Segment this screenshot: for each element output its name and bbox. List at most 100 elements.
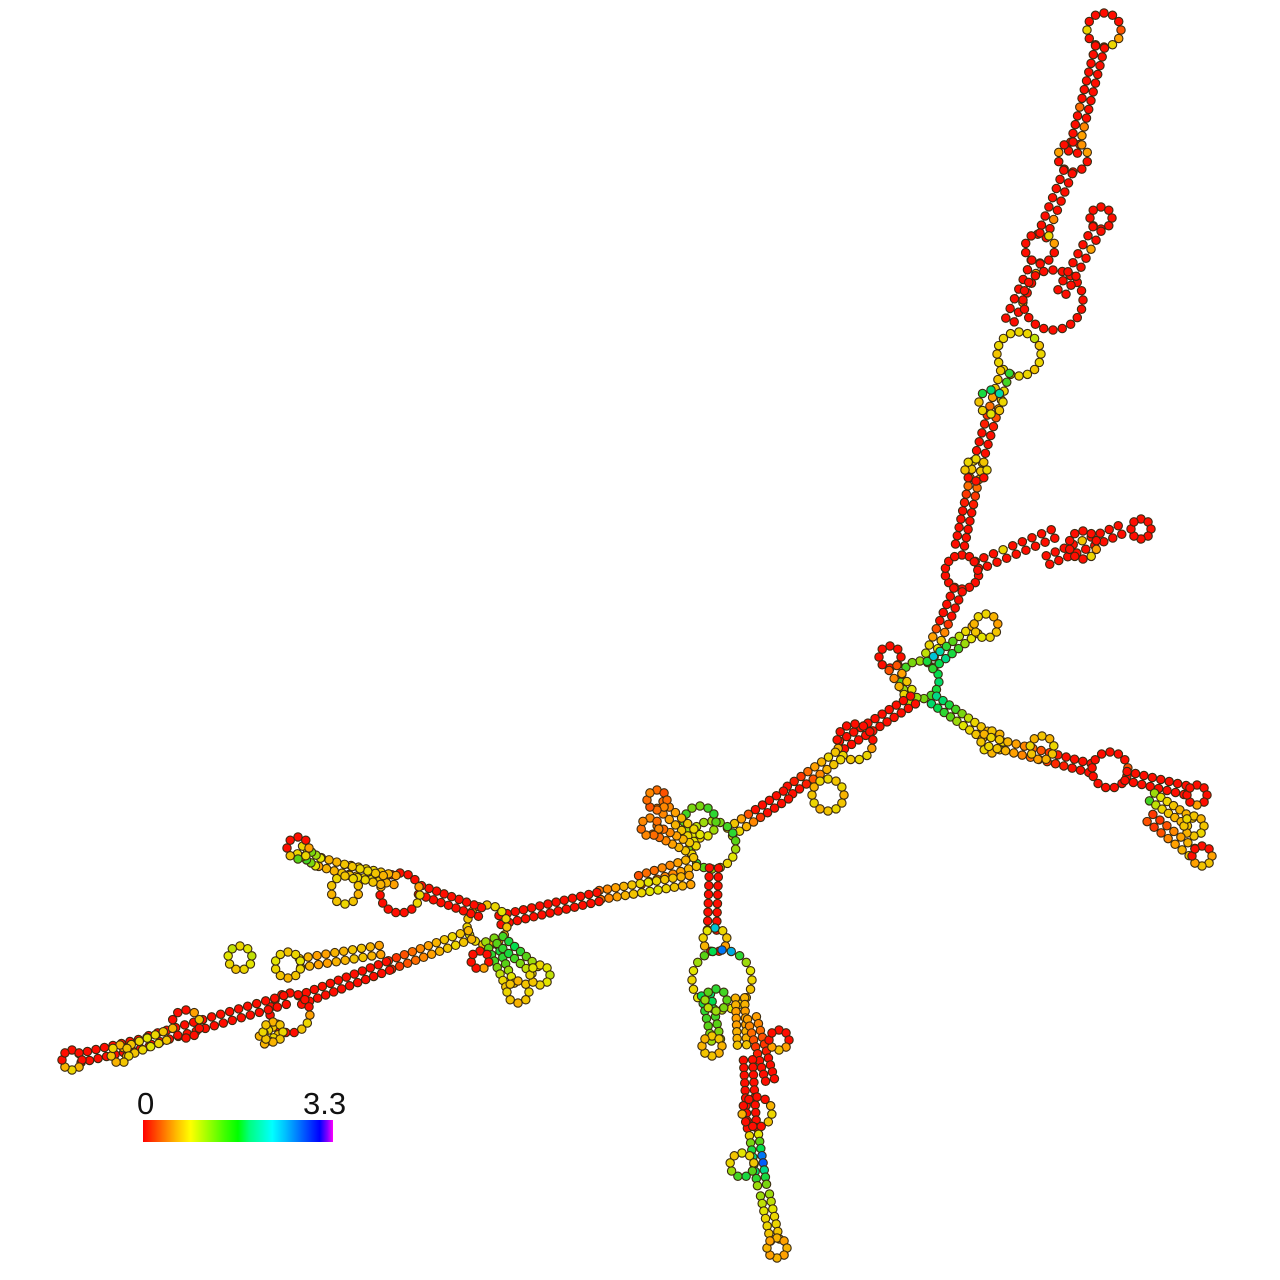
nucleotide — [418, 952, 429, 963]
nucleotide — [994, 388, 1005, 399]
nucleotide — [760, 1094, 770, 1105]
nucleotide — [1162, 785, 1172, 796]
nucleotide — [669, 882, 680, 893]
nucleotide — [206, 1012, 217, 1022]
nucleotide — [1064, 544, 1075, 555]
nucleotide — [935, 646, 945, 657]
nucleotide — [209, 1020, 220, 1031]
nucleotide — [415, 943, 426, 954]
nucleotide — [1082, 147, 1093, 158]
nucleotide — [717, 945, 727, 955]
nucleotide — [324, 855, 334, 865]
nucleotide — [275, 949, 286, 960]
nucleotide — [979, 457, 989, 467]
nucleotide — [285, 851, 295, 861]
nucleotide — [378, 870, 389, 881]
nucleotide — [963, 713, 974, 723]
nucleotide — [1086, 95, 1096, 106]
nucleotide — [312, 993, 323, 1003]
nucleotide — [567, 893, 578, 904]
nucleotide — [884, 704, 894, 715]
nucleotide — [729, 1151, 740, 1161]
nucleotide — [1063, 267, 1073, 277]
nucleotide — [281, 999, 292, 1010]
nucleotide — [1082, 156, 1093, 167]
nucleotide — [707, 946, 718, 957]
nucleotide — [349, 969, 360, 979]
nucleotide — [278, 990, 289, 1001]
nucleotide — [807, 790, 817, 800]
nucleotide — [970, 627, 981, 637]
nucleotide — [245, 959, 256, 969]
nucleotide — [627, 880, 637, 890]
nucleotide — [317, 981, 328, 992]
nucleotide — [875, 721, 885, 732]
nucleotide — [756, 1121, 766, 1132]
nucleotide — [1001, 377, 1012, 387]
nucleotide — [1026, 749, 1037, 759]
nucleotide — [383, 904, 393, 914]
nucleotide — [1170, 787, 1181, 798]
nucleotide — [1007, 540, 1018, 551]
nucleotide — [953, 643, 964, 654]
nucleotide — [1041, 754, 1051, 765]
nucleotide — [649, 865, 660, 876]
nucleotide — [412, 898, 423, 908]
nucleotide — [961, 489, 972, 499]
nucleotide — [954, 522, 964, 533]
nucleotide — [892, 660, 902, 671]
nucleotide — [755, 812, 766, 823]
nucleotide — [891, 700, 902, 710]
nucleotide — [839, 790, 849, 800]
nucleotide — [1147, 772, 1158, 783]
nucleotide — [233, 1004, 244, 1014]
nucleotide — [1156, 828, 1166, 838]
nucleotide — [551, 897, 561, 907]
nucleotide — [1070, 528, 1080, 539]
nucleotide — [711, 817, 721, 827]
nucleotide — [940, 653, 951, 664]
nucleotide — [865, 727, 875, 737]
nucleotide — [1105, 747, 1115, 757]
nucleotide — [673, 858, 683, 868]
nucleotide — [439, 934, 450, 945]
nucleotide — [309, 984, 320, 995]
nucleotide — [1086, 551, 1096, 562]
nucleotide — [1030, 319, 1041, 330]
nucleotide — [332, 896, 342, 907]
nucleotide — [1044, 734, 1055, 744]
nucleotide — [1088, 87, 1098, 97]
nucleotide — [809, 782, 819, 792]
nucleotide — [986, 732, 996, 743]
nucleotide — [1117, 529, 1127, 539]
nucleotide — [594, 896, 604, 907]
nucleotide — [722, 821, 733, 832]
nucleotide — [653, 885, 663, 895]
nucleotide — [628, 889, 639, 899]
nucleotide — [959, 541, 970, 551]
nucleotide — [789, 776, 799, 787]
nucleotide — [1092, 69, 1103, 80]
nucleotide — [282, 843, 292, 853]
nucleotide — [1065, 319, 1076, 330]
nucleotide — [381, 956, 392, 967]
nucleotide — [688, 965, 699, 976]
nucleotide — [376, 968, 387, 979]
nucleotide — [1035, 259, 1045, 269]
nucleotide — [1162, 821, 1172, 831]
nucleotide — [524, 987, 534, 997]
nucleotide — [1053, 147, 1064, 158]
nucleotide — [290, 949, 301, 960]
nucleotide — [1029, 734, 1040, 744]
nucleotide — [993, 357, 1004, 368]
nucleotide — [815, 804, 825, 814]
nucleotide — [340, 871, 350, 881]
nucleotide — [512, 915, 523, 926]
nucleotide — [108, 1043, 118, 1054]
nucleotide — [1113, 749, 1124, 759]
nucleotide — [747, 975, 757, 985]
nucleotide — [455, 928, 466, 939]
nucleotide — [835, 727, 845, 737]
nucleotide — [654, 824, 664, 834]
nucleotide — [1052, 205, 1063, 216]
